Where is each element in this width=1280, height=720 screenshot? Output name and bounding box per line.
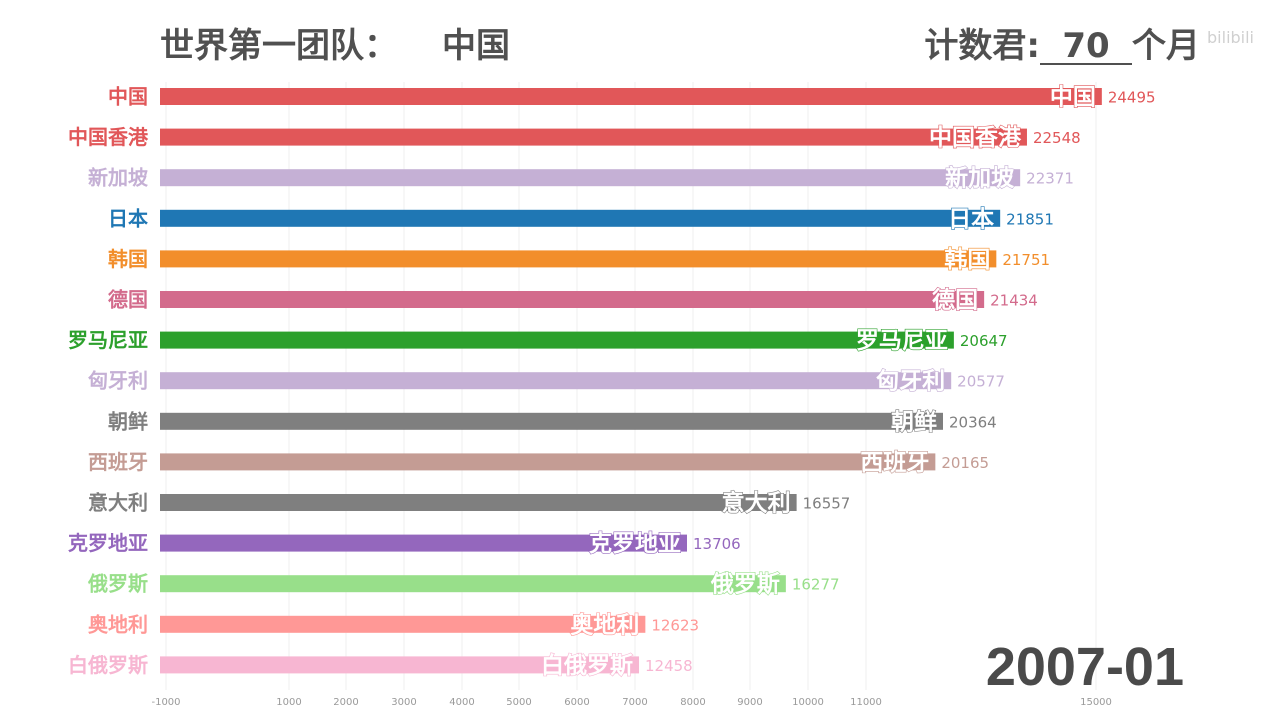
category-label: 西班牙 <box>88 450 148 474</box>
bar-inner-label: 白俄罗斯 <box>541 652 633 679</box>
category-label: 新加坡 <box>88 166 149 190</box>
bar <box>160 534 687 552</box>
bar <box>160 250 997 268</box>
value-label: 22548 <box>1033 129 1081 147</box>
category-label: 奥地利 <box>88 612 148 636</box>
x-tick-label: 6000 <box>564 697 589 708</box>
bar <box>160 575 786 593</box>
value-label: 24495 <box>1108 89 1156 107</box>
counter-unit: 个月 <box>1132 26 1200 66</box>
bar-inner-label: 韩国 <box>944 246 990 273</box>
bar-inner-label: 罗马尼亚 <box>856 328 948 354</box>
category-label: 韩国 <box>108 247 148 271</box>
date-label: 2007-01 <box>985 637 1184 697</box>
category-label: 罗马尼亚 <box>68 328 148 352</box>
month-counter: 计数君: 70 个月 <box>924 18 1200 67</box>
bar-inner-label: 西班牙 <box>860 450 929 476</box>
bar-inner-label: 匈牙利 <box>876 368 945 395</box>
bar-inner-label: 奥地利 <box>570 611 639 638</box>
bar <box>160 169 1021 187</box>
category-label: 德国 <box>108 288 148 312</box>
value-label: 20577 <box>957 373 1005 391</box>
x-tick-label: 10000 <box>792 697 824 708</box>
x-tick-label: 15000 <box>1080 697 1112 708</box>
value-label: 21851 <box>1006 210 1054 228</box>
bilibili-watermark: bilibili <box>1207 28 1254 47</box>
bar <box>160 453 936 471</box>
x-tick-label: 2000 <box>333 697 358 708</box>
category-label: 中国香港 <box>68 125 149 149</box>
bar-inner-label: 朝鲜 <box>891 409 937 435</box>
x-tick-label: 5000 <box>506 697 531 708</box>
counter-label: 计数君: <box>924 26 1040 66</box>
x-tick-label: 4000 <box>449 697 474 708</box>
counter-value: 70 <box>1040 29 1132 65</box>
bar-inner-label: 克罗地亚 <box>589 530 681 557</box>
value-label: 20647 <box>960 332 1008 350</box>
value-label: 12623 <box>651 616 699 634</box>
category-label: 俄罗斯 <box>87 572 148 596</box>
value-label: 13706 <box>693 535 741 553</box>
bar <box>160 331 954 349</box>
category-label: 朝鲜 <box>108 409 148 433</box>
bar <box>160 128 1027 146</box>
bar-inner-label: 中国香港 <box>929 125 1022 151</box>
value-label: 20364 <box>949 413 997 431</box>
x-tick-label: 3000 <box>391 697 416 708</box>
category-label: 克罗地亚 <box>68 531 148 555</box>
x-tick-label: 8000 <box>680 697 705 708</box>
chart-title: 世界第一团队： 中国 <box>160 18 510 67</box>
bar <box>160 494 797 511</box>
bar <box>160 209 1001 227</box>
value-label: 16557 <box>803 495 851 513</box>
bar <box>160 412 943 430</box>
bar <box>160 372 952 390</box>
bar-inner-label: 俄罗斯 <box>710 571 780 598</box>
x-tick-label: 7000 <box>622 697 647 708</box>
category-label: 意大利 <box>88 491 148 515</box>
value-label: 16277 <box>792 576 840 594</box>
value-label: 20165 <box>941 454 989 472</box>
bar <box>160 615 646 633</box>
category-label: 匈牙利 <box>88 369 148 393</box>
bar <box>160 291 985 308</box>
x-tick-label: -1000 <box>151 697 180 708</box>
value-label: 12458 <box>645 657 693 675</box>
x-tick-label: 1000 <box>276 697 301 708</box>
value-label: 22371 <box>1026 170 1074 188</box>
title-country: 中国 <box>442 26 510 66</box>
category-label: 中国 <box>108 85 148 109</box>
x-tick-label: 9000 <box>737 697 762 708</box>
x-tick-label: 11000 <box>850 697 882 708</box>
value-label: 21434 <box>990 292 1038 310</box>
title-prefix: 世界第一团队： <box>160 26 398 66</box>
bar-inner-label: 德国 <box>932 287 978 314</box>
category-label: 日本 <box>108 206 148 230</box>
bar <box>160 656 640 674</box>
bar-inner-label: 意大利 <box>722 490 791 517</box>
category-label: 白俄罗斯 <box>68 653 148 677</box>
bar-inner-label: 日本 <box>948 206 994 232</box>
bar <box>160 88 1102 105</box>
value-label: 21751 <box>1002 251 1050 269</box>
bar-inner-label: 新加坡 <box>945 165 1014 192</box>
bar-inner-label: 中国 <box>1050 85 1096 111</box>
